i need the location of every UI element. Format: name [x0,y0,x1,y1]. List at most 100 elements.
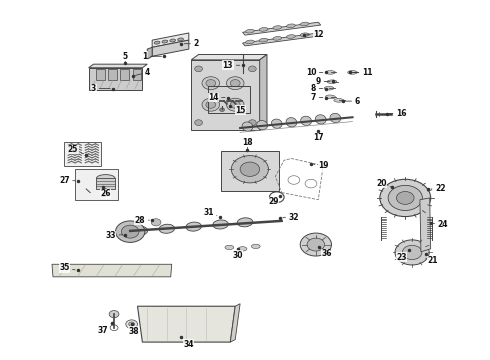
Polygon shape [243,33,321,46]
Text: 30: 30 [232,249,243,260]
Ellipse shape [330,113,341,123]
Circle shape [231,156,269,183]
Text: 24: 24 [434,220,448,229]
Ellipse shape [97,175,115,182]
Text: 37: 37 [98,323,112,335]
Text: 5: 5 [122,52,128,63]
Bar [64,142,101,166]
Text: 17: 17 [313,131,323,142]
Bar [97,178,115,189]
Circle shape [240,162,260,176]
Ellipse shape [251,244,260,248]
Ellipse shape [225,245,234,249]
Circle shape [220,108,224,112]
Polygon shape [243,22,321,35]
Text: 35: 35 [59,264,75,273]
Ellipse shape [159,224,174,233]
Text: 18: 18 [242,138,253,149]
Polygon shape [191,54,267,60]
Ellipse shape [334,99,343,102]
Polygon shape [138,306,235,342]
Ellipse shape [245,29,254,33]
Ellipse shape [300,22,309,26]
Ellipse shape [178,38,183,41]
Text: 23: 23 [396,250,409,262]
Text: 13: 13 [222,61,240,70]
Circle shape [126,320,138,328]
Ellipse shape [259,38,268,42]
Polygon shape [152,33,189,47]
Bar [133,69,142,80]
Text: 33: 33 [105,231,122,240]
Ellipse shape [286,118,297,127]
Circle shape [206,80,216,87]
Circle shape [195,120,202,126]
Circle shape [230,80,240,87]
Polygon shape [230,304,240,342]
Ellipse shape [213,220,228,229]
Polygon shape [420,198,431,252]
Polygon shape [52,264,172,277]
Text: 29: 29 [268,196,280,206]
Bar [121,69,129,80]
Text: 11: 11 [353,68,372,77]
Text: 16: 16 [390,109,407,118]
Text: 7: 7 [311,93,323,102]
Circle shape [116,221,145,242]
Circle shape [395,240,429,265]
Circle shape [129,322,135,326]
Bar [96,69,105,80]
Ellipse shape [287,35,295,39]
Circle shape [195,66,202,72]
Ellipse shape [315,115,326,124]
Text: 20: 20 [376,179,392,188]
Circle shape [307,238,325,251]
Ellipse shape [245,40,254,44]
Circle shape [202,98,220,111]
Circle shape [226,98,244,111]
Text: 9: 9 [316,77,330,86]
Text: 32: 32 [283,213,299,222]
Text: 22: 22 [431,184,446,193]
Text: 28: 28 [135,216,149,225]
Polygon shape [89,68,143,90]
Circle shape [151,219,161,226]
Ellipse shape [257,121,268,130]
Ellipse shape [186,222,201,231]
Text: 34: 34 [181,337,194,349]
Text: 36: 36 [319,247,332,258]
Text: 21: 21 [426,253,439,265]
Ellipse shape [326,71,335,74]
Circle shape [248,120,256,126]
Circle shape [226,77,244,90]
Ellipse shape [259,27,268,31]
Text: 26: 26 [100,187,111,198]
Circle shape [122,225,139,238]
Ellipse shape [287,24,295,28]
Ellipse shape [273,26,282,30]
Ellipse shape [237,218,253,227]
Ellipse shape [327,80,337,84]
Text: 8: 8 [311,84,323,93]
Bar [220,151,279,191]
Ellipse shape [347,71,357,74]
Text: 12: 12 [306,30,323,39]
Ellipse shape [301,116,312,126]
Circle shape [206,101,216,108]
Ellipse shape [162,40,168,43]
Text: 15: 15 [230,105,245,114]
Bar [208,86,250,113]
Ellipse shape [271,119,282,128]
Bar [75,169,118,200]
Ellipse shape [324,86,334,90]
Polygon shape [152,40,189,56]
Ellipse shape [238,247,247,251]
Ellipse shape [242,122,253,131]
Text: 3: 3 [91,84,110,93]
Ellipse shape [300,33,309,37]
Text: 1: 1 [142,52,162,61]
Text: 19: 19 [314,161,328,170]
Text: 10: 10 [306,68,323,77]
Text: 31: 31 [203,208,217,217]
Text: 6: 6 [345,96,360,105]
